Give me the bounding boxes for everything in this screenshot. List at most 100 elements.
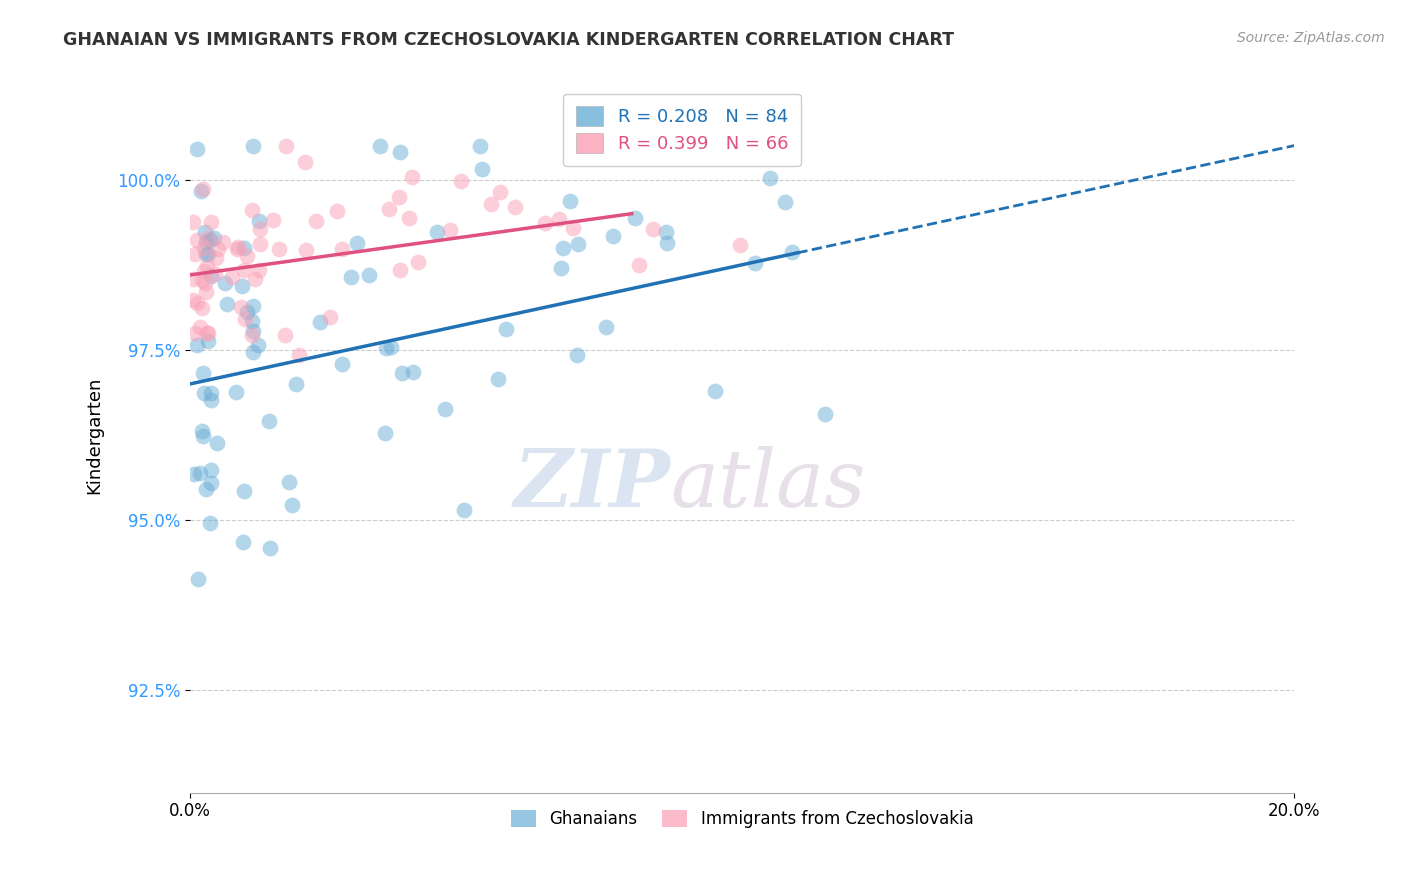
Point: [401, 170, 423, 185]
Text: ZIP: ZIP: [513, 446, 671, 524]
Point: [581, 138, 603, 153]
Point: [269, 243, 291, 257]
Point: [309, 315, 332, 329]
Point: [186, 338, 208, 352]
Point: [181, 293, 204, 307]
Point: [195, 259, 218, 273]
Point: [193, 182, 215, 196]
Point: [205, 252, 228, 266]
Point: [294, 155, 316, 169]
Point: [780, 244, 803, 259]
Point: [257, 414, 280, 428]
Point: [232, 262, 254, 277]
Point: [305, 214, 328, 228]
Point: [188, 467, 211, 481]
Point: [374, 425, 396, 440]
Point: [204, 267, 226, 281]
Point: [207, 242, 229, 256]
Point: [406, 255, 429, 269]
Point: [655, 235, 678, 250]
Point: [240, 328, 263, 343]
Point: [728, 237, 751, 252]
Point: [247, 338, 270, 352]
Point: [495, 322, 517, 336]
Point: [194, 225, 217, 239]
Point: [548, 212, 571, 227]
Point: [231, 279, 253, 293]
Point: [226, 240, 249, 254]
Point: [489, 185, 512, 199]
Point: [194, 276, 217, 290]
Point: [319, 310, 342, 325]
Point: [198, 233, 221, 247]
Point: [388, 262, 411, 277]
Point: [195, 246, 218, 260]
Point: [236, 250, 259, 264]
Point: [388, 190, 411, 204]
Point: [339, 269, 361, 284]
Point: [814, 407, 837, 421]
Point: [262, 213, 284, 227]
Point: [274, 327, 297, 342]
Point: [197, 334, 219, 348]
Point: [186, 296, 208, 310]
Point: [434, 401, 457, 416]
Point: [602, 228, 624, 243]
Point: [581, 138, 603, 153]
Point: [233, 312, 256, 326]
Point: [181, 215, 204, 229]
Point: [193, 367, 215, 381]
Point: [503, 200, 526, 214]
Point: [471, 162, 494, 177]
Point: [375, 341, 398, 355]
Point: [553, 241, 575, 255]
Point: [202, 231, 225, 245]
Point: [190, 272, 212, 286]
Point: [187, 572, 209, 586]
Point: [562, 221, 585, 235]
Point: [453, 502, 475, 516]
Point: [186, 142, 208, 156]
Point: [703, 384, 725, 399]
Point: [759, 170, 782, 185]
Point: [191, 301, 214, 315]
Point: [198, 516, 221, 531]
Point: [280, 498, 302, 512]
Point: [197, 247, 219, 261]
Point: [426, 225, 449, 239]
Point: [188, 319, 211, 334]
Point: [744, 255, 766, 269]
Point: [184, 326, 207, 340]
Point: [193, 242, 215, 256]
Point: [231, 300, 253, 314]
Point: [240, 202, 263, 217]
Point: [193, 263, 215, 277]
Point: [284, 376, 307, 391]
Point: [380, 340, 402, 354]
Point: [205, 436, 228, 450]
Point: [624, 211, 647, 225]
Point: [195, 326, 218, 341]
Text: GHANAIAN VS IMMIGRANTS FROM CZECHOSLOVAKIA KINDERGARTEN CORRELATION CHART: GHANAIAN VS IMMIGRANTS FROM CZECHOSLOVAK…: [63, 31, 955, 49]
Point: [214, 276, 236, 290]
Point: [370, 138, 392, 153]
Point: [274, 138, 297, 153]
Point: [752, 138, 775, 153]
Point: [641, 221, 664, 235]
Text: Source: ZipAtlas.com: Source: ZipAtlas.com: [1237, 31, 1385, 45]
Point: [402, 365, 425, 379]
Point: [181, 272, 204, 286]
Point: [200, 215, 222, 229]
Point: [183, 467, 205, 481]
Point: [232, 535, 254, 549]
Point: [184, 247, 207, 261]
Point: [259, 541, 281, 555]
Point: [212, 235, 235, 250]
Point: [232, 241, 254, 255]
Point: [240, 314, 263, 328]
Point: [346, 236, 368, 251]
Point: [558, 194, 581, 209]
Point: [595, 320, 617, 334]
Y-axis label: Kindergarten: Kindergarten: [86, 376, 103, 494]
Point: [243, 272, 266, 286]
